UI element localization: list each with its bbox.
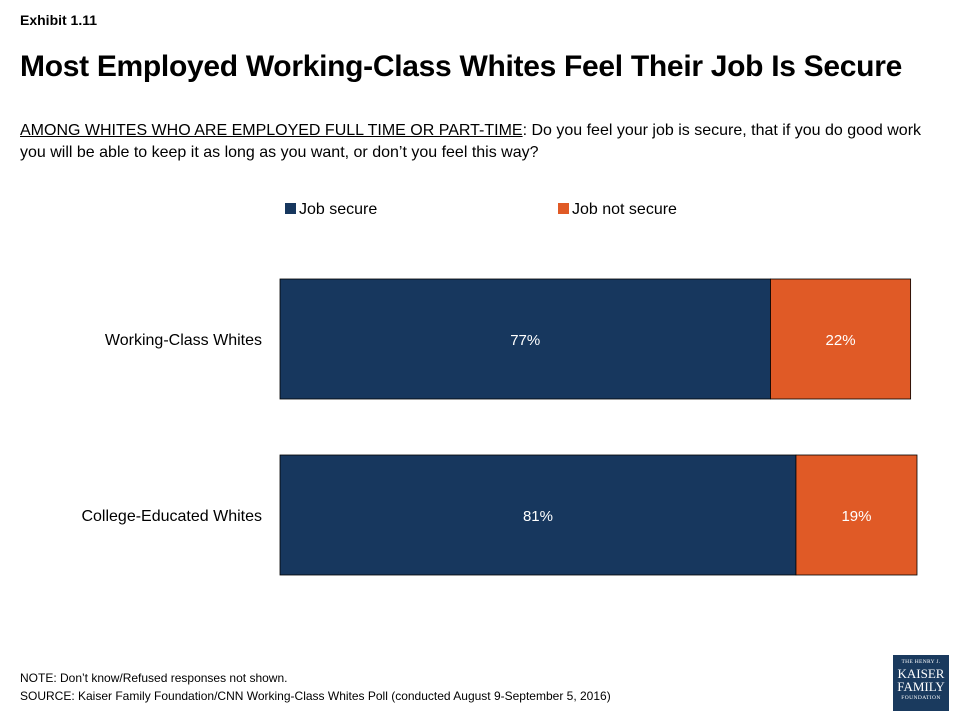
legend-label-job-secure: Job secure [299,201,377,218]
category-label-working-class-whites: Working-Class Whites [105,332,262,349]
question-text: : Do you feel your job is secure, that i… [20,122,922,161]
chart-title: Most Employed Working-Class Whites Feel … [20,50,902,83]
bar-job-secure-working-class-whites [279,278,771,400]
legend-swatch-job-not-secure [558,203,569,214]
data-label-job-not-secure-college-educated-whites: 19% [841,508,871,525]
survey-question: AMONG WHITES WHO ARE EMPLOYED FULL TIME … [20,120,945,164]
question-lead: AMONG WHITES WHO ARE EMPLOYED FULL TIME … [20,122,523,139]
stacked-bar-chart: Job secure Job not secure Working-Class Wh… [81,201,918,576]
legend-label-job-not-secure: Job not secure [572,201,677,218]
logo-line-1: THE HENRY J. [901,659,941,665]
bar-job-not-secure-working-class-whites [770,278,912,400]
category-label-college-educated-whites: College-Educated Whites [81,508,262,525]
data-label-job-secure-college-educated-whites: 81% [523,508,553,525]
footer-note: NOTE: Don’t know/Refused responses not s… [20,671,288,685]
bar-job-secure-college-educated-whites [279,454,797,576]
footer-source: SOURCE: Kaiser Family Foundation/CNN Wor… [20,689,611,703]
legend-swatch-job-secure [285,203,296,214]
data-label-job-secure-working-class-whites: 77% [510,332,540,349]
logo-line-4: FOUNDATION [901,695,941,701]
data-label-job-not-secure-working-class-whites: 22% [826,332,856,349]
footer: NOTE: Don’t know/Refused responses not s… [20,669,611,705]
kff-logo: THE HENRY J. KAISER FAMILY FOUNDATION [893,655,949,711]
bar-job-not-secure-college-educated-whites [795,454,918,576]
exhibit-label: Exhibit 1.11 [20,12,98,28]
logo-line-2: KAISER [897,666,945,681]
logo-line-3: FAMILY [897,679,945,694]
